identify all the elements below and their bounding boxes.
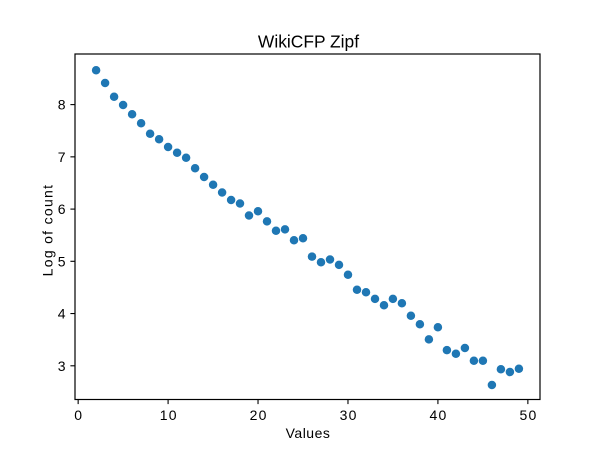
svg-text:Values: Values bbox=[286, 425, 331, 441]
svg-text:30: 30 bbox=[340, 407, 358, 423]
svg-text:4: 4 bbox=[58, 306, 66, 322]
svg-text:6: 6 bbox=[58, 201, 66, 217]
svg-text:0: 0 bbox=[74, 407, 82, 423]
svg-text:5: 5 bbox=[58, 253, 66, 269]
svg-text:Log of count: Log of count bbox=[40, 184, 56, 277]
svg-text:20: 20 bbox=[250, 407, 268, 423]
svg-text:WikiCFP Zipf: WikiCFP Zipf bbox=[258, 31, 359, 51]
svg-text:50: 50 bbox=[520, 407, 538, 423]
svg-text:8: 8 bbox=[58, 97, 66, 113]
svg-text:7: 7 bbox=[58, 149, 66, 165]
svg-text:10: 10 bbox=[160, 407, 178, 423]
svg-text:3: 3 bbox=[58, 358, 66, 374]
svg-text:40: 40 bbox=[430, 407, 448, 423]
